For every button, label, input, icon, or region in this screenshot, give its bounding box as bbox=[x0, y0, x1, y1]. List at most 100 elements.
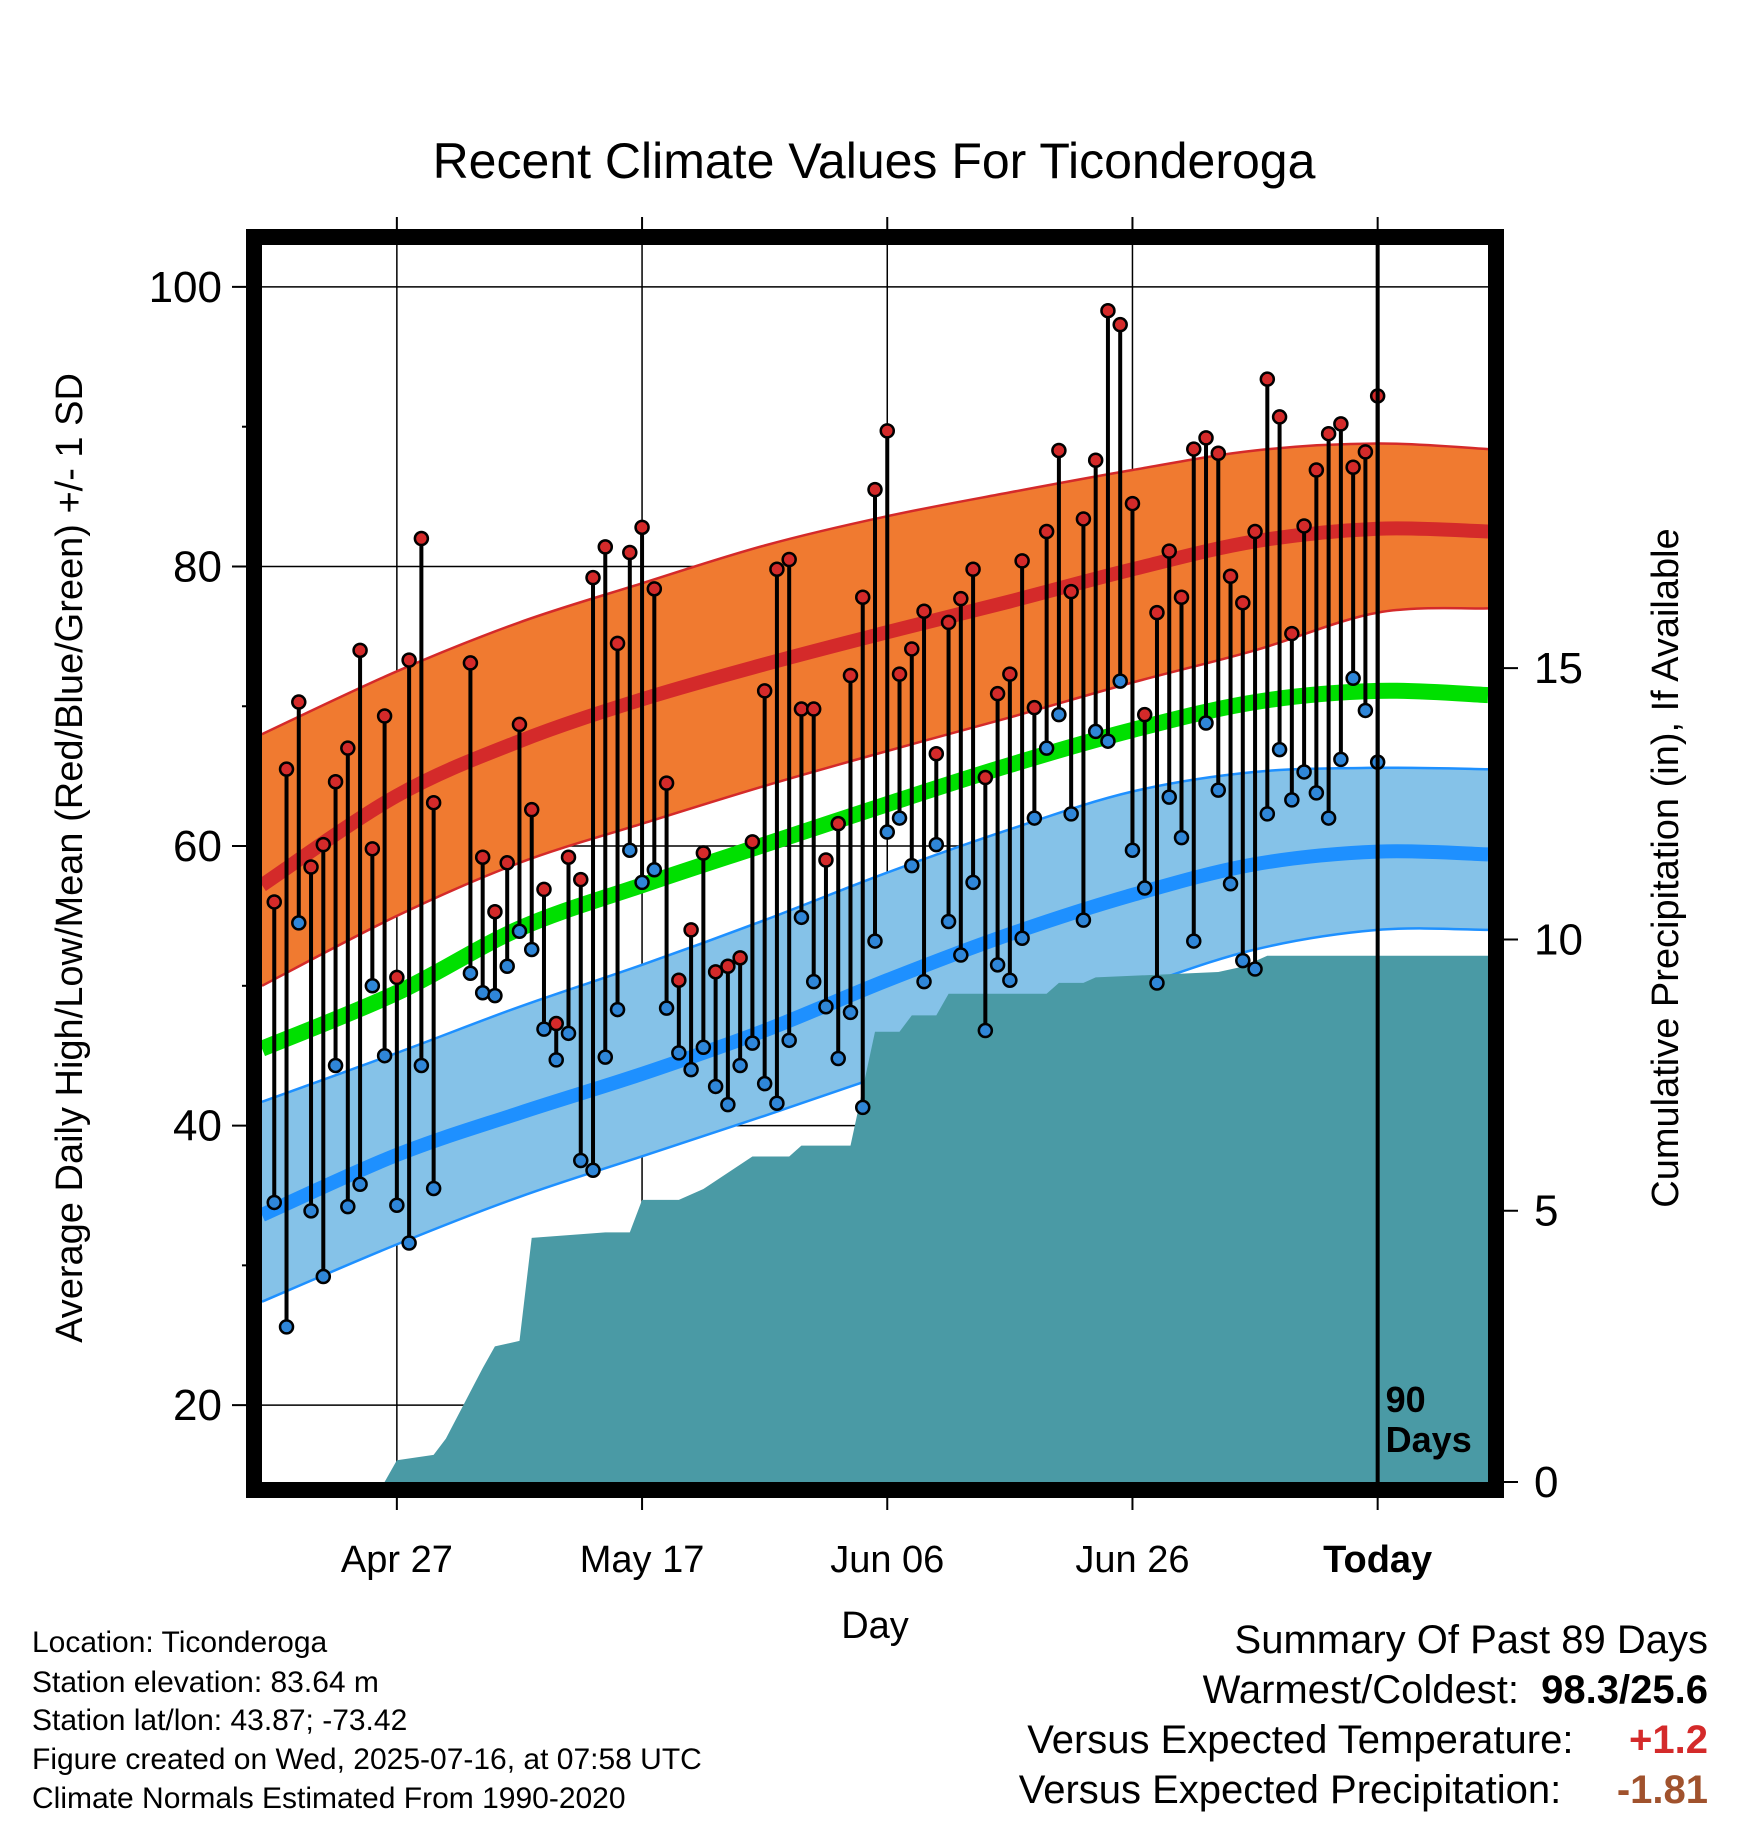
y2-tick-label: 15 bbox=[1534, 644, 1583, 693]
daily-high-point bbox=[413, 530, 430, 547]
daily-high-point bbox=[511, 716, 528, 733]
daily-high-point bbox=[769, 561, 785, 578]
daily-low-point bbox=[671, 1045, 687, 1061]
daily-low-point bbox=[1284, 792, 1300, 808]
daily-high-point bbox=[622, 544, 638, 561]
daily-low-point bbox=[879, 824, 896, 840]
daily-high-point bbox=[462, 655, 479, 671]
daily-low-point bbox=[1308, 785, 1325, 801]
daily-high-point bbox=[732, 950, 748, 966]
daily-high-point bbox=[1345, 459, 1361, 475]
plot-border bbox=[246, 229, 1504, 1498]
daily-high-point bbox=[1210, 445, 1227, 462]
daily-high-point bbox=[278, 761, 295, 777]
daily-low-point bbox=[1222, 876, 1239, 892]
daily-high-point bbox=[720, 958, 736, 974]
y2-tick-label: 0 bbox=[1534, 1458, 1558, 1507]
daily-high-point bbox=[916, 603, 932, 619]
daily-high-point bbox=[303, 859, 319, 875]
daily-low-point bbox=[1014, 930, 1030, 947]
created-text: Figure created on Wed, 2025-07-16, at 07… bbox=[32, 1743, 702, 1776]
daily-high-point bbox=[1149, 604, 1165, 621]
daily-low-point bbox=[278, 1319, 295, 1335]
temp-label: Versus Expected Temperature: bbox=[1027, 1718, 1574, 1762]
daily-high-point bbox=[1124, 495, 1141, 512]
daily-high-point bbox=[658, 775, 675, 791]
daily-low-point bbox=[867, 933, 883, 949]
daily-high-point bbox=[805, 701, 822, 717]
daily-high-point bbox=[683, 922, 699, 938]
daily-high-point bbox=[474, 849, 491, 865]
daily-low-point bbox=[1345, 670, 1361, 687]
daily-high-point bbox=[904, 641, 920, 657]
daily-low-point bbox=[854, 1099, 871, 1116]
daily-low-point bbox=[585, 1162, 601, 1179]
daily-high-point bbox=[609, 635, 626, 652]
y-tick-label: 40 bbox=[173, 1102, 222, 1151]
daily-low-point bbox=[413, 1057, 430, 1074]
daily-high-point bbox=[1320, 425, 1337, 442]
daily-low-point bbox=[327, 1057, 344, 1074]
daily-high-point bbox=[536, 881, 552, 898]
daily-low-point bbox=[695, 1039, 712, 1056]
y2-tick-label: 5 bbox=[1534, 1187, 1558, 1236]
daily-low-point bbox=[474, 985, 491, 1001]
daily-low-point bbox=[1002, 972, 1018, 988]
axes: 20 40 60 80 100 0 5 10 15 Apr 27 May 17 Jun 06 Jun 2… bbox=[49, 217, 1687, 1647]
daily-low-point bbox=[769, 1095, 785, 1111]
daily-high-point bbox=[891, 666, 908, 682]
daily-low-point bbox=[1087, 723, 1104, 740]
daily-low-point bbox=[499, 958, 515, 974]
daily-high-point bbox=[1222, 568, 1239, 585]
daily-high-point bbox=[940, 614, 957, 631]
daily-high-point bbox=[315, 836, 332, 853]
daily-high-point bbox=[1271, 409, 1288, 425]
daily-high-point bbox=[1357, 444, 1374, 460]
daily-high-point bbox=[842, 667, 859, 684]
daily-high-point bbox=[989, 685, 1006, 702]
cumulative-precip-area bbox=[384, 955, 1489, 1482]
x-tick-label: Jun 06 bbox=[830, 1539, 944, 1581]
daily-low-point bbox=[756, 1075, 773, 1092]
daily-low-point bbox=[622, 842, 638, 858]
daily-low-point bbox=[597, 1049, 614, 1065]
daily-high-point bbox=[389, 969, 405, 986]
daily-high-point bbox=[695, 845, 712, 861]
elevation-text: Station elevation: 83.64 m bbox=[32, 1666, 379, 1699]
daily-high-point bbox=[879, 423, 896, 439]
daily-low-point bbox=[401, 1235, 417, 1251]
x-tick-label: Today bbox=[1323, 1539, 1432, 1581]
daily-low-point bbox=[1259, 806, 1276, 822]
daily-low-point bbox=[352, 1176, 368, 1193]
daily-low-point bbox=[487, 987, 503, 1004]
daily-high-point bbox=[573, 871, 589, 888]
daily-low-point bbox=[1161, 789, 1177, 805]
daily-low-point bbox=[744, 1035, 761, 1051]
daily-low-point bbox=[425, 1180, 442, 1197]
daily-high-point bbox=[291, 694, 307, 710]
y-axis-label: Average Daily High/Low/Mean (Red/Blue/Gr… bbox=[49, 373, 91, 1343]
daily-low-point bbox=[1112, 673, 1128, 689]
daily-low-point bbox=[904, 857, 920, 874]
daily-high-point bbox=[1063, 583, 1079, 600]
daily-low-point bbox=[266, 1194, 283, 1211]
daily-high-point bbox=[597, 539, 614, 555]
daily-high-point bbox=[266, 894, 283, 910]
daily-low-point bbox=[1186, 933, 1202, 949]
daily-low-point bbox=[891, 810, 908, 826]
summary-temperature: Versus Expected Temperature: +1.2 bbox=[1027, 1718, 1708, 1763]
daily-low-point bbox=[1051, 706, 1067, 723]
daily-low-point bbox=[1063, 806, 1079, 822]
daily-low-point bbox=[658, 1000, 675, 1016]
daily-high-point bbox=[707, 964, 724, 980]
daily-low-point bbox=[646, 862, 663, 878]
summary-heading: Summary Of Past 89 Days bbox=[1234, 1618, 1708, 1662]
daily-high-point bbox=[340, 740, 356, 756]
daily-range-stems bbox=[272, 310, 1380, 1327]
daily-high-point bbox=[1198, 430, 1214, 446]
daily-high-point bbox=[1173, 589, 1190, 605]
daily-high-point bbox=[781, 551, 797, 568]
daily-high-point bbox=[1014, 553, 1030, 569]
daily-low-point bbox=[523, 941, 540, 958]
daily-high-point bbox=[646, 581, 663, 597]
